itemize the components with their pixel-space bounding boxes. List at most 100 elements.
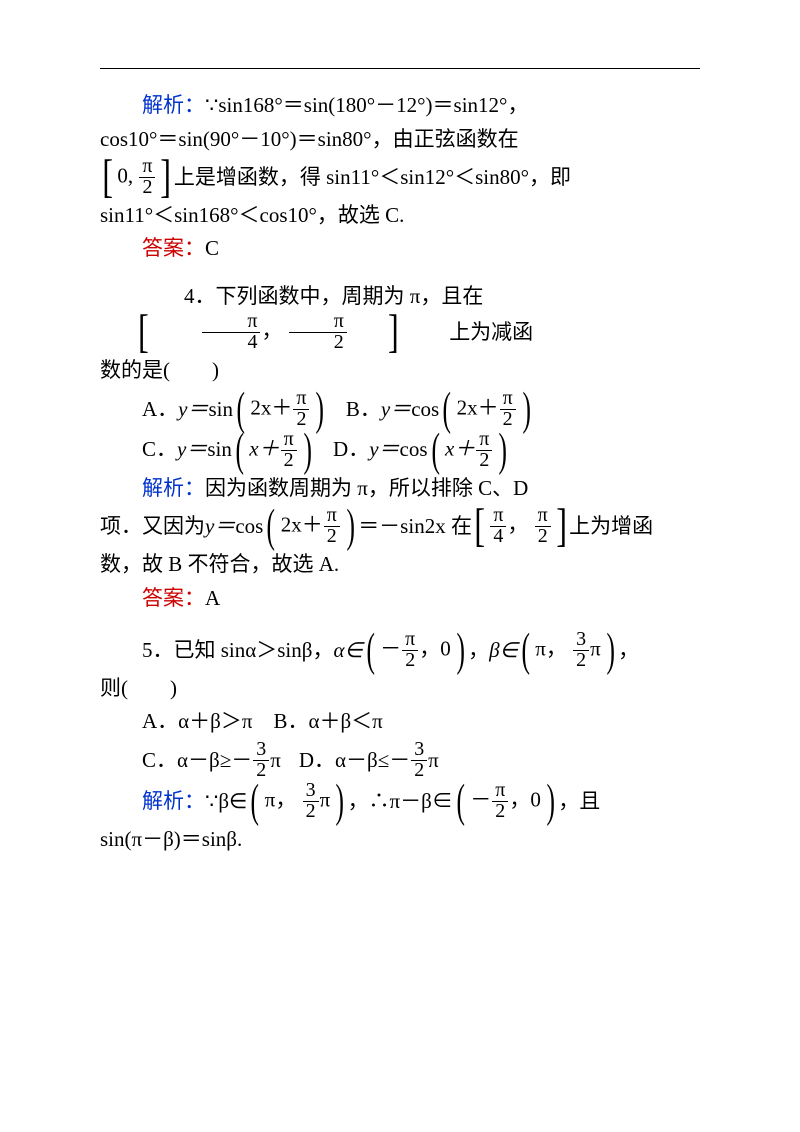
den: 2 — [411, 760, 427, 781]
frac: 32 — [303, 781, 319, 822]
den: 2 — [281, 450, 297, 471]
spacer — [100, 267, 700, 281]
q3-l3-tail: 上是增函数，得 sin11°＜sin12°＜sin80°，即 — [174, 162, 571, 194]
num: π — [289, 312, 347, 332]
num: π — [202, 312, 260, 332]
beta-in: β∈ — [489, 635, 518, 667]
paren-right-icon: ) — [456, 632, 464, 669]
q4-stem-line2: 数的是( ) — [100, 355, 700, 387]
q5-stem-a: 5．已知 sinα＞sinβ， — [142, 635, 333, 667]
tail: ，且 — [558, 786, 600, 818]
num: π — [476, 430, 492, 450]
bracket-right-icon: ] — [556, 508, 567, 545]
frac: π2 — [402, 630, 418, 671]
q5-choices-ab: A．α＋β＞π B．α＋β＜π — [100, 706, 700, 738]
num: π — [139, 157, 155, 177]
y-eq: y＝ — [205, 511, 235, 543]
frac-pi-4: π4 — [202, 312, 260, 353]
paren-left-icon: ( — [456, 783, 464, 820]
arg: 2x＋ — [250, 395, 292, 419]
paren-left-icon: ( — [431, 432, 439, 469]
zero: 0 — [530, 787, 541, 811]
interval-beta: ( π， 32π ) — [518, 630, 618, 671]
document-body: 解析：∵sin168°＝sin(180°－12°)＝sin12°， cos10°… — [100, 90, 700, 855]
q3-answer: 答案：C — [100, 233, 700, 265]
choice-c: C．α－β≥－32π — [142, 740, 281, 781]
paren-right-icon: ) — [499, 432, 507, 469]
frac: π2 — [281, 430, 297, 471]
q5-stem: 5．已知 sinα＞sinβ， α∈ ( －π2，0 ) ， β∈ ( π， 3… — [100, 630, 700, 671]
cos: cos — [400, 434, 428, 466]
den: 2 — [476, 450, 492, 471]
frac-pi-2: π2 — [289, 312, 347, 353]
q4-anal-3: 数，故 B 不符合，故选 A. — [100, 549, 700, 581]
tail: 上为增函 — [569, 511, 653, 543]
paren-right-icon: ) — [303, 432, 311, 469]
q4-stem-a: 4．下列函数中，周期为 π，且在 — [142, 281, 483, 313]
frac-pi-2: π2 — [139, 157, 155, 198]
arg: x＋ — [445, 436, 475, 460]
pre: ∵β∈ — [205, 786, 247, 818]
frac-pi-2: π2 — [535, 506, 551, 547]
bracket-right-icon: ] — [358, 314, 398, 351]
pi2: π — [590, 636, 601, 660]
den: 2 — [303, 801, 319, 822]
top-rule — [100, 68, 700, 69]
frac: π2 — [324, 506, 340, 547]
num: π — [324, 506, 340, 526]
num: π — [492, 781, 508, 801]
choice-d: D．α－β≤－32π — [299, 740, 439, 781]
paren: ( x＋π2 ) — [232, 430, 315, 471]
eq: ＝－sin2x 在 — [358, 511, 472, 543]
pi: π — [428, 745, 439, 777]
num: π — [490, 506, 506, 526]
paren-left-icon: ( — [267, 508, 275, 545]
answer-value: A — [205, 586, 220, 610]
answer-label: 答案： — [142, 236, 205, 260]
den: 2 — [535, 526, 551, 547]
text: 因为函数周期为 π，所以排除 C、D — [205, 476, 528, 500]
paren-left-icon: ( — [443, 391, 451, 428]
sin: sin — [207, 434, 232, 466]
sep: ， — [261, 319, 282, 343]
interval-pib: ( －π2，0 ) — [453, 781, 558, 822]
pi: π — [265, 787, 276, 811]
q4-choices-ab: A． y＝sin ( 2x＋π2 ) B． y＝cos ( 2x＋π2 ) — [100, 389, 700, 430]
y-eq: y＝ — [177, 434, 207, 466]
alpha-in: α∈ — [333, 635, 362, 667]
comma: ， — [618, 635, 639, 667]
pi: π — [270, 745, 281, 777]
arg: 2x＋ — [281, 512, 323, 536]
mid: ，∴π－β∈ — [348, 786, 453, 818]
sep: ， — [275, 787, 296, 811]
den: 2 — [289, 332, 347, 353]
q5-anal-2: sin(π－β)＝sinβ. — [100, 824, 700, 856]
interval: [ π4， π2 ] — [472, 506, 569, 547]
paren-right-icon: ) — [546, 783, 554, 820]
q3-line2: cos10°＝sin(90°－10°)＝sin80°，由正弦函数在 — [100, 124, 700, 156]
paren-left-icon: ( — [235, 432, 243, 469]
q4-answer: 答案：A — [100, 583, 700, 615]
paren: ( 2x＋π2 ) — [439, 389, 534, 430]
num: π — [535, 506, 551, 526]
answer-label: 答案： — [142, 586, 205, 610]
choice-a: A．α＋β＞π — [142, 709, 252, 733]
choice-c: C． y＝sin ( x＋π2 ) — [142, 430, 315, 471]
frac: 32 — [411, 740, 427, 781]
den: 2 — [492, 801, 508, 822]
q4-anal-2: 项．又因为 y＝cos ( 2x＋π2 ) ＝－sin2x 在 [ π4， π2… — [100, 506, 700, 547]
den: 2 — [573, 650, 589, 671]
num: π — [500, 389, 516, 409]
arg: 2x＋ — [457, 395, 499, 419]
num: 3 — [573, 630, 589, 650]
choice-d: D． y＝cos ( x＋π2 ) — [333, 430, 511, 471]
answer-value: C — [205, 236, 219, 260]
den: 4 — [490, 526, 506, 547]
arg: x＋ — [249, 436, 279, 460]
paren: ( 2x＋π2 ) — [233, 389, 328, 430]
q4-anal-1: 解析：因为函数周期为 π，所以排除 C、D — [100, 473, 700, 505]
bracket-left-icon: [ — [102, 159, 113, 196]
lead: C．α－β≥－ — [142, 745, 252, 777]
num: π — [293, 389, 309, 409]
lead: D．α－β≤－ — [299, 745, 410, 777]
